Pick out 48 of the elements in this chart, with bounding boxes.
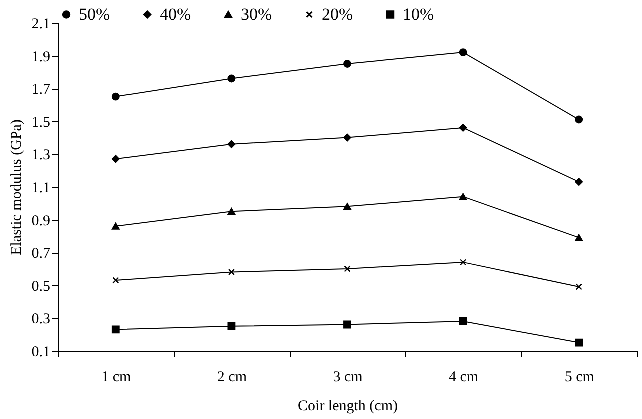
legend-label: 40%	[160, 4, 192, 24]
point	[575, 338, 584, 347]
point	[344, 134, 352, 142]
y-tick-label: 1.5	[32, 114, 50, 131]
point	[112, 326, 120, 334]
point	[228, 140, 236, 148]
legend-label: 30%	[241, 4, 272, 24]
point	[576, 284, 582, 290]
point	[459, 124, 468, 132]
point	[228, 208, 236, 216]
legend-label: 10%	[403, 4, 434, 24]
point	[112, 222, 120, 230]
point	[112, 92, 120, 101]
y-tick-label: 1.9	[32, 49, 50, 66]
point	[344, 266, 351, 272]
y-tick-label: 2.1	[32, 16, 50, 32]
point	[228, 322, 236, 330]
point	[459, 193, 468, 200]
point	[459, 318, 468, 326]
point	[575, 234, 584, 242]
point	[228, 74, 236, 83]
point	[575, 116, 584, 124]
legend-label: 20%	[322, 4, 354, 24]
x-tick-label: 2 cm	[217, 370, 248, 386]
point	[344, 320, 352, 329]
x-tick-label: 4 cm	[449, 370, 479, 386]
y-axis-title: Elastic modulus (GPa)	[8, 120, 25, 256]
y-tick-label: 0.5	[32, 278, 50, 295]
x-tick-label: 5 cm	[564, 370, 595, 386]
y-tick-label: 0.3	[32, 312, 50, 328]
point	[228, 268, 235, 276]
x-axis-title: Coir length (cm)	[298, 398, 398, 414]
x-tick-label: 1 cm	[102, 370, 132, 386]
point	[344, 60, 352, 68]
point	[112, 155, 120, 164]
legend-label: 50%	[79, 4, 110, 24]
y-tick-label: 0.1	[32, 344, 50, 360]
x-tick-label: 3 cm	[333, 370, 364, 386]
y-tick-label: 1.3	[32, 148, 50, 164]
y-tick-label: 1.7	[32, 82, 51, 98]
y-tick-label: 1.1	[32, 180, 50, 196]
point	[459, 48, 468, 56]
point	[575, 178, 584, 186]
point	[460, 259, 467, 266]
point	[112, 277, 120, 284]
point	[344, 203, 352, 210]
y-tick-label: 0.7	[32, 246, 51, 262]
y-tick-label: 0.9	[32, 213, 50, 230]
